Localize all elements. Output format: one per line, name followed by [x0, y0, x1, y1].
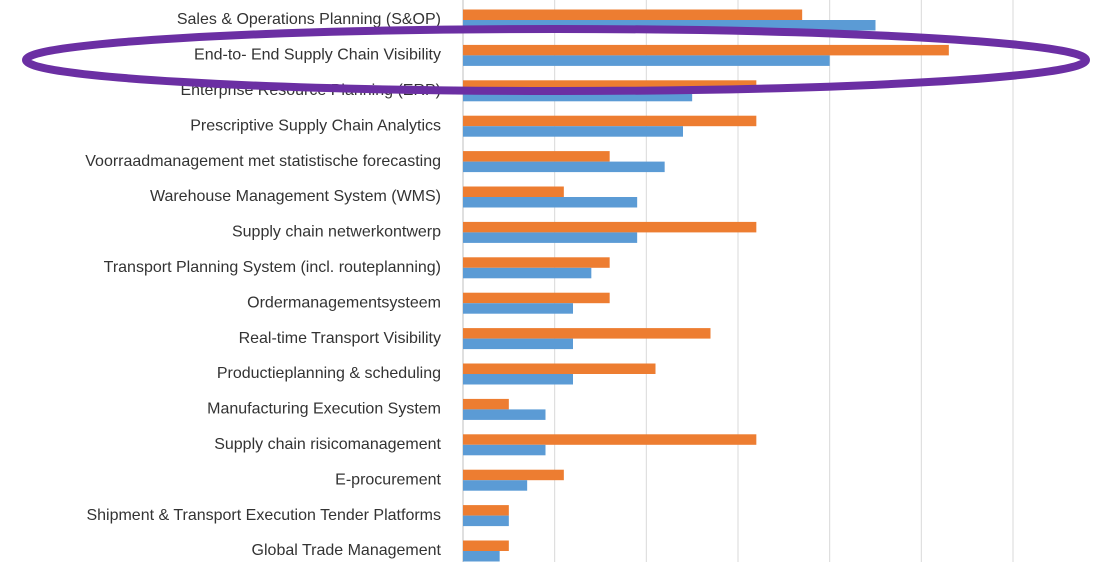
bar: [463, 267, 592, 279]
category-label: Supply chain netwerkontwerp: [232, 224, 441, 241]
category-label: Supply chain risicomanagement: [214, 436, 441, 453]
category-label: Ordermanagementsysteem: [247, 294, 441, 311]
bar: [463, 363, 656, 374]
bar: [463, 469, 564, 481]
bar: [463, 338, 573, 350]
category-label: Manufacturing Execution System: [207, 401, 441, 418]
bar: [463, 126, 683, 137]
category-label: Real-time Transport Visibility: [239, 330, 441, 347]
bar: [463, 161, 665, 173]
bar: [463, 197, 638, 208]
bar: [463, 257, 610, 268]
category-label: Shipment & Transport Execution Tender Pl…: [86, 507, 441, 524]
bar: [463, 20, 876, 31]
bar: [463, 515, 509, 527]
bar: [463, 151, 610, 162]
bar: [463, 505, 509, 516]
bar: [463, 9, 803, 20]
bar: [463, 221, 757, 233]
bar: [463, 303, 573, 314]
bar: [463, 328, 711, 339]
bar: [463, 374, 573, 385]
bar: [463, 480, 528, 491]
bar: [463, 540, 509, 551]
bar: [463, 444, 546, 456]
category-label: Prescriptive Supply Chain Analytics: [190, 117, 441, 134]
category-label: Transport Planning System (incl. routepl…: [104, 259, 441, 276]
bar: [463, 409, 546, 420]
highlight-ellipse: [22, 25, 1090, 95]
bar: [463, 398, 509, 410]
bar: [463, 292, 610, 304]
bar: [463, 434, 757, 445]
bar: [463, 90, 693, 102]
bar: [463, 80, 757, 91]
bar: [463, 551, 500, 562]
bar: [463, 55, 830, 66]
category-label: Sales & Operations Planning (S&OP): [177, 11, 441, 28]
bar: [463, 115, 757, 127]
category-label: Voorraadmanagement met statistische fore…: [85, 153, 441, 170]
bar: [463, 44, 949, 56]
category-label: End-to- End Supply Chain Visibility: [194, 47, 441, 64]
bar: [463, 232, 638, 243]
bar: [463, 186, 564, 197]
category-label: Global Trade Management: [252, 542, 442, 559]
bars: [463, 9, 949, 562]
category-label: E-procurement: [335, 471, 441, 488]
category-label: Warehouse Management System (WMS): [150, 188, 441, 205]
category-label: Productieplanning & scheduling: [217, 365, 441, 382]
